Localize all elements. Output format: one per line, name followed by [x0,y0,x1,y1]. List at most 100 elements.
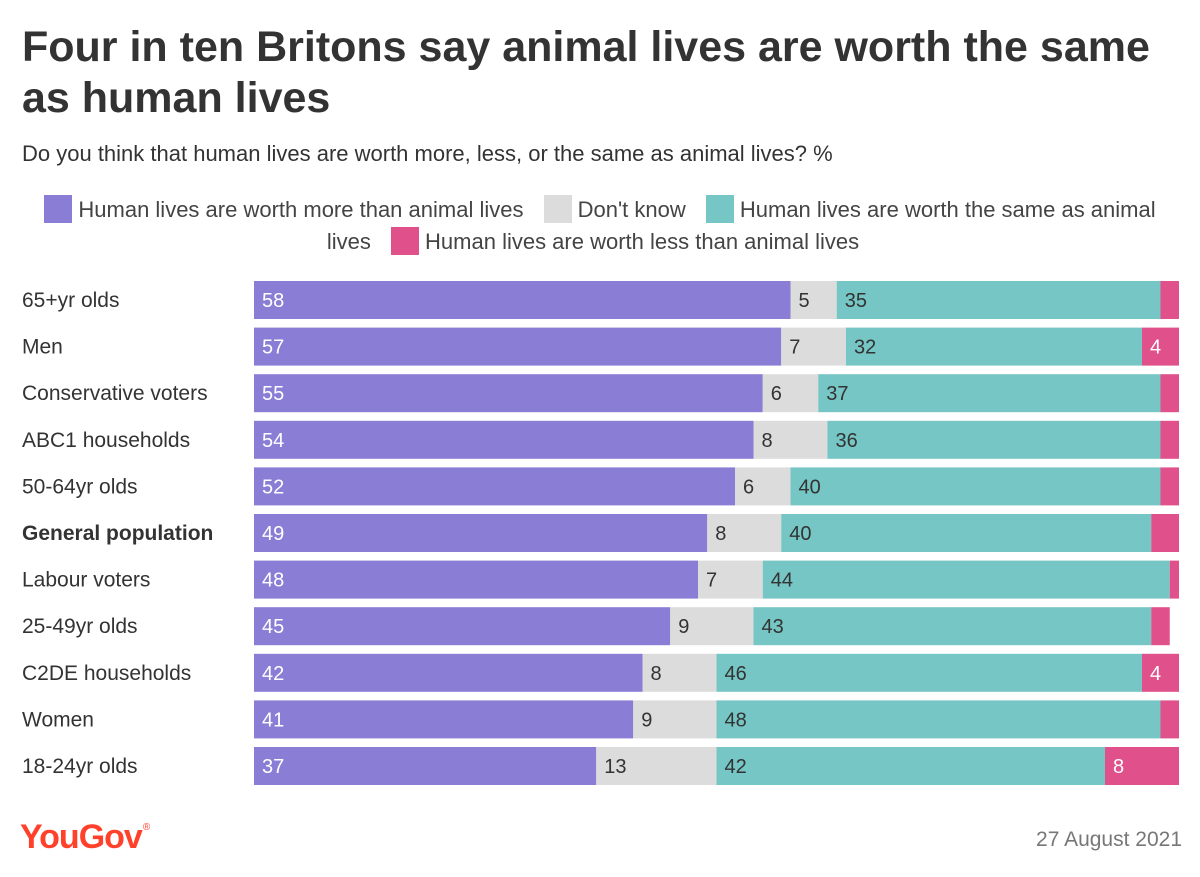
chart-title: Four in ten Britons say animal lives are… [22,23,1150,122]
bar-same-women [716,700,1161,739]
legend-swatch-less [391,227,420,255]
value-label-more-50-64yr-olds: 52 [262,476,284,498]
value-label-more-18-24yr-olds: 37 [262,756,284,778]
bar-less-18-24yr-olds [1105,747,1179,785]
value-label-dont-know-65-yr-olds: 5 [799,290,810,312]
legend-label-less: Human lives are worth less than animal l… [425,229,860,254]
bar-more-conservative-voters [254,374,763,413]
bar-dont-know-conservative-voters [762,374,819,413]
category-label-c2de-households: C2DE households [22,662,191,685]
bar-dont-know-65-yr-olds [790,281,837,319]
legend-swatch-dont-know [543,195,572,223]
category-label-18-24yr-olds: 18-24yr olds [22,755,138,778]
value-label-more-conservative-voters: 55 [262,383,284,405]
value-label-dont-know-conservative-voters: 6 [771,383,782,405]
value-label-same-men: 32 [854,337,876,359]
brand-name: YouGov [20,818,143,856]
value-label-dont-know-women: 9 [641,709,652,731]
category-label-25-49yr-olds: 25-49yr olds [22,615,138,638]
bar-same-65-yr-olds [836,281,1161,319]
bar-less-50-64yr-olds [1160,467,1179,506]
bar-less-women [1160,700,1179,739]
bar-less-men [1142,327,1179,366]
bar-same-18-24yr-olds [716,747,1105,785]
bar-dont-know-25-49yr-olds [670,607,754,646]
legend-item-dont-know: Don't know [543,195,686,223]
value-label-more-labour-voters: 48 [262,570,284,592]
bar-less-conservative-voters [1160,374,1179,413]
bar-dont-know-men [781,327,846,366]
value-label-dont-know-labour-voters: 7 [706,570,717,592]
legend-item-same: Human lives are worth the same as animal… [326,195,1156,254]
value-label-more-25-49yr-olds: 45 [262,616,284,638]
value-label-same-25-49yr-olds: 43 [762,616,784,638]
value-label-same-labour-voters: 44 [771,570,793,592]
value-label-dont-know-c2de-households: 8 [651,663,662,685]
bar-more-18-24yr-olds [254,747,597,785]
legend-item-more: Human lives are worth more than animal l… [44,195,524,223]
value-label-less-c2de-households: 4 [1150,663,1161,685]
bar-less-25-49yr-olds [1151,607,1170,646]
category-label-labour-voters: Labour voters [22,569,150,592]
publication-date: 27 August 2021 [1036,828,1182,851]
value-label-same-general-population: 40 [789,523,811,545]
value-label-dont-know-18-24yr-olds: 13 [604,756,626,778]
value-label-same-50-64yr-olds: 40 [799,476,821,498]
category-label-men: Men [22,336,63,359]
value-label-dont-know-men: 7 [789,337,800,359]
bar-more-abc1-households [254,420,754,459]
bar-dont-know-50-64yr-olds [735,467,791,506]
bar-more-women [254,700,634,739]
bar-same-abc1-households [827,420,1161,459]
bar-less-labour-voters [1169,560,1179,599]
yougov-logo: YouGov® [20,818,150,857]
value-label-less-men: 4 [1150,337,1161,359]
bar-less-c2de-households [1142,653,1179,692]
value-label-dont-know-50-64yr-olds: 6 [743,476,754,498]
bar-same-c2de-households [716,653,1142,692]
legend-label-same: Human lives are worth the same as animal… [326,197,1156,254]
bar-same-general-population [781,514,1152,552]
value-label-more-65-yr-olds: 58 [262,290,284,312]
value-label-same-c2de-households: 46 [725,663,747,685]
legend-label-more: Human lives are worth more than animal l… [78,197,524,222]
bar-more-men [254,327,782,366]
bar-dont-know-18-24yr-olds [596,747,717,785]
value-label-same-women: 48 [725,709,747,731]
chart-subtitle: Do you think that human lives are worth … [22,141,833,166]
bar-more-general-population [254,514,708,552]
bar-same-50-64yr-olds [790,467,1161,506]
category-label-women: Women [22,708,94,731]
legend-swatch-more [44,195,73,223]
category-label-general-population: General population [22,522,213,545]
bar-dont-know-women [633,700,717,739]
category-label-50-64yr-olds: 50-64yr olds [22,475,138,498]
value-label-same-65-yr-olds: 35 [845,290,867,312]
value-label-same-abc1-households: 36 [836,430,858,452]
bar-dont-know-general-population [707,514,782,552]
bar-more-50-64yr-olds [254,467,735,506]
bar-more-c2de-households [254,653,643,692]
bar-same-men [846,327,1142,366]
bar-more-65-yr-olds [254,281,791,319]
trademark-mark: ® [142,822,150,833]
bar-more-25-49yr-olds [254,607,671,646]
category-label-abc1-households: ABC1 households [22,429,190,452]
bar-dont-know-abc1-households [753,420,828,459]
bar-less-65-yr-olds [1160,281,1179,319]
bar-same-labour-voters [762,560,1170,599]
bar-dont-know-c2de-households [642,653,717,692]
category-label-conservative-voters: Conservative voters [22,382,208,405]
category-label-65-yr-olds: 65+yr olds [22,289,119,312]
value-label-dont-know-general-population: 8 [715,523,726,545]
value-label-more-abc1-households: 54 [262,430,284,452]
legend-swatch-same [705,195,734,223]
bar-same-25-49yr-olds [753,607,1152,646]
value-label-more-women: 41 [262,709,284,731]
value-label-more-c2de-households: 42 [262,663,284,685]
bar-less-abc1-households [1160,420,1179,459]
value-label-dont-know-abc1-households: 8 [762,430,773,452]
value-label-more-men: 57 [262,337,284,359]
legend-label-dont-know: Don't know [577,197,686,222]
